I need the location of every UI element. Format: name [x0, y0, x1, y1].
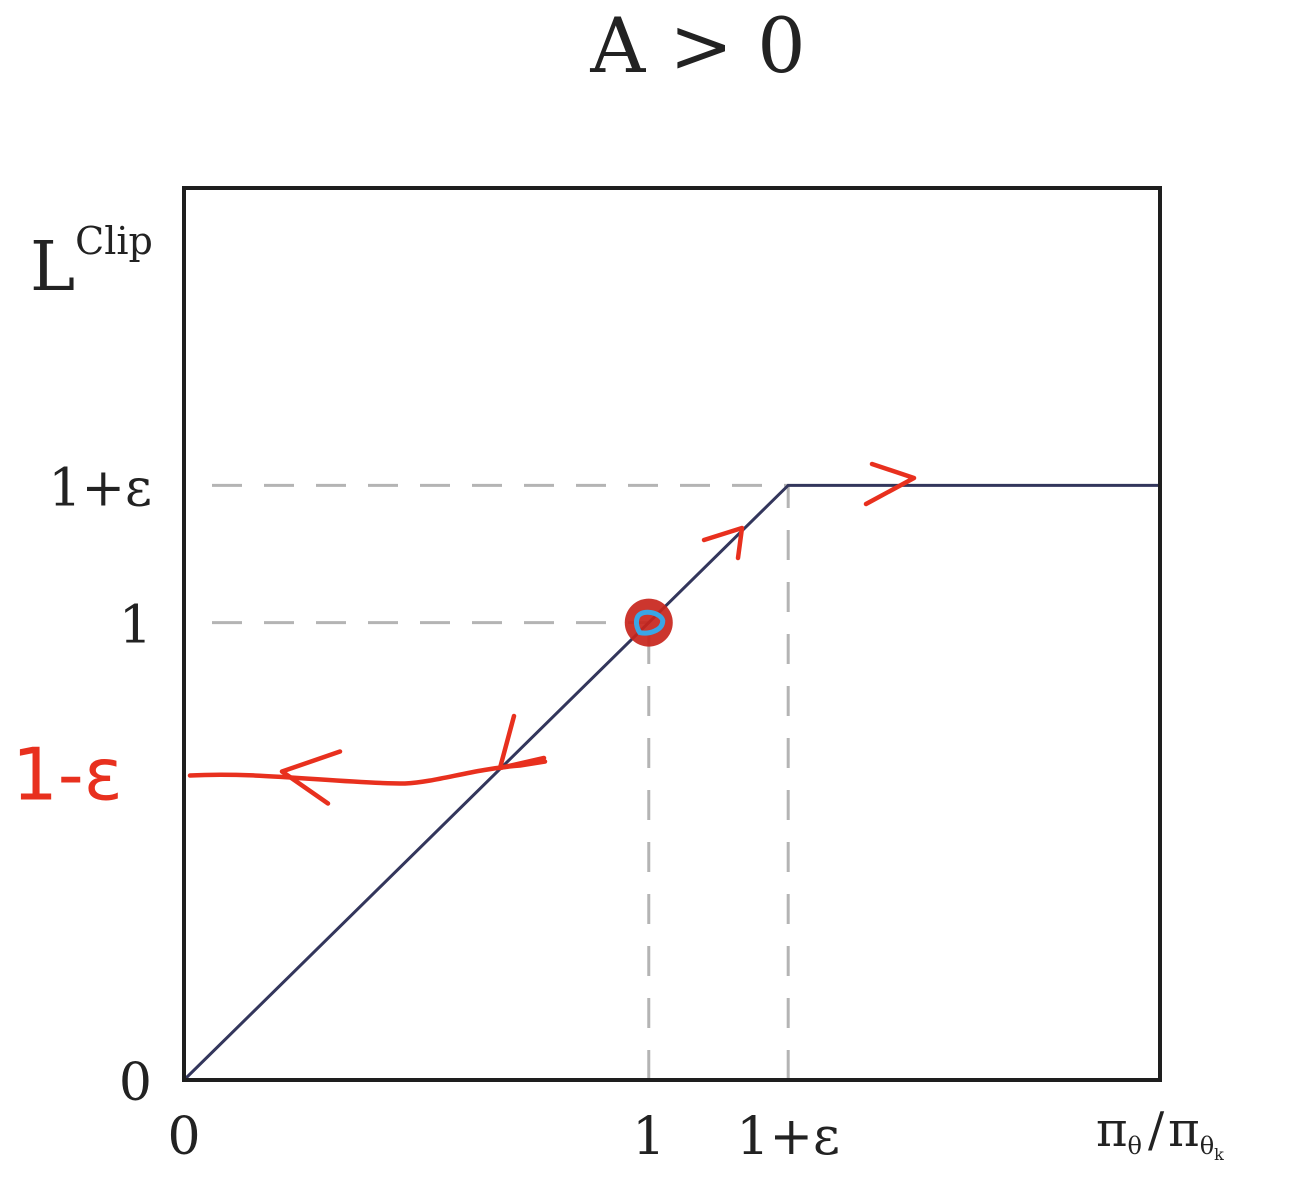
x-tick-label-0: 0 [167, 1107, 200, 1167]
x-axis-label-num-sub: θ [1128, 1132, 1142, 1160]
annotation-arrow-up-slope [701, 525, 745, 561]
y-tick-label-2: 1+ε [48, 458, 152, 518]
y-axis-label-superscript: Clip [75, 219, 153, 263]
x-axis-label-num: π [1096, 1102, 1128, 1158]
x-axis-label-den-sub-sub: k [1214, 1145, 1224, 1164]
x-axis-label-den: π [1168, 1102, 1200, 1158]
highlight-point-ring [633, 609, 666, 636]
x-axis-label: πθ/πθk [1096, 1102, 1224, 1164]
annotation-arrowhead-left [279, 749, 343, 806]
y-axis-label-main: L [30, 228, 75, 307]
annotation-arrow-to-axis [187, 759, 548, 786]
y-axis-label: LClip [30, 219, 153, 307]
y-tick-label-0: 0 [119, 1053, 152, 1113]
x-axis-label-den-sub: θ [1200, 1132, 1214, 1160]
x-axis-label-slash: / [1148, 1102, 1165, 1158]
x-tick-label-1: 1 [632, 1107, 665, 1167]
annotation-arrow-down-slope [497, 713, 547, 771]
x-tick-label-2: 1+ε [736, 1107, 840, 1167]
annotation-arrow-right-plateau [863, 461, 917, 507]
highlight-point [624, 598, 673, 647]
annotation-label-0: 1-ε [12, 733, 123, 817]
y-tick-label-1: 1 [119, 596, 152, 656]
series-line-0 [182, 483, 1160, 1082]
chart-title: A > 0 [589, 1, 805, 90]
plot-frame [182, 186, 1162, 1082]
